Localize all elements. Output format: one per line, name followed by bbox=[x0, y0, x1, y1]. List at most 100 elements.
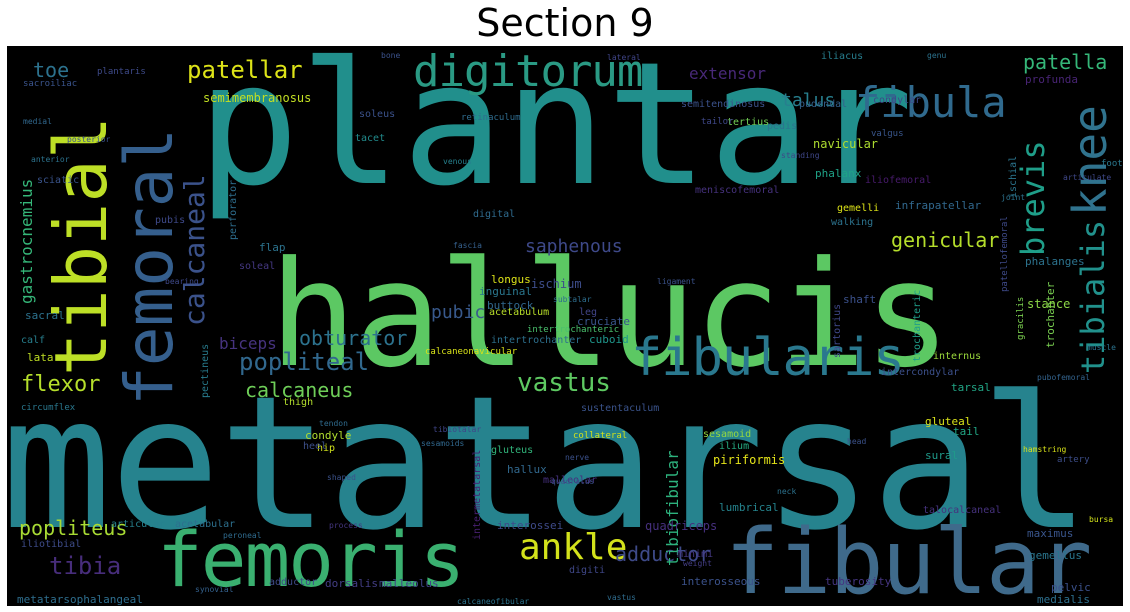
word-bone: bone bbox=[381, 51, 401, 60]
word-patellofemoral: patellofemoral bbox=[1000, 216, 1010, 292]
word-ischial: ischial bbox=[1008, 155, 1019, 198]
word-adductor-small: adductor bbox=[269, 577, 318, 588]
word-metatarsophalangeal: metatarsophalangeal bbox=[17, 593, 143, 606]
word-popliteus: popliteus bbox=[19, 516, 128, 540]
word-flap: flap bbox=[259, 241, 286, 254]
word-pedis: pedis bbox=[767, 121, 798, 132]
word-infrapatellar: infrapatellar bbox=[895, 199, 982, 212]
word-patella: patella bbox=[1023, 50, 1108, 74]
word-calcaneofibular: calcaneofibular bbox=[457, 597, 530, 606]
word-femoris: femoris bbox=[157, 515, 465, 604]
word-circumflex: circumflex bbox=[21, 403, 76, 413]
word-sacral: sacral bbox=[25, 309, 65, 322]
word-quadratus: quadratus bbox=[551, 477, 595, 486]
word-intercondylar: intercondylar bbox=[881, 367, 960, 378]
word-gemellus: gemellus bbox=[1029, 549, 1082, 562]
word-malleolus: malleolus bbox=[379, 577, 439, 590]
word-popliteal: popliteal bbox=[239, 348, 370, 376]
word-process: process bbox=[329, 521, 363, 530]
word-peroneal: peroneal bbox=[223, 531, 262, 540]
word-joint: joint bbox=[1001, 193, 1026, 202]
word-gracilis: gracilis bbox=[1016, 296, 1026, 340]
word-metatarsal: metatarsal bbox=[7, 357, 1091, 571]
word-lateral: lateral bbox=[607, 53, 641, 62]
word-acetabulum: acetabulum bbox=[489, 307, 550, 318]
word-interosseous: interosseous bbox=[681, 575, 761, 588]
word-standing: standing bbox=[781, 151, 820, 160]
word-pubic: pubic bbox=[431, 302, 486, 323]
word-semitendinosus: semitendinosus bbox=[681, 99, 766, 110]
word-ankle: ankle bbox=[519, 527, 628, 568]
word-posterior: posterior bbox=[67, 135, 111, 144]
word-sacroiliac: sacroiliac bbox=[23, 79, 78, 89]
word-subtalar: subtalar bbox=[553, 295, 592, 304]
word-condylar: condylar bbox=[873, 95, 922, 106]
word-tarsal: tarsal bbox=[951, 381, 991, 394]
word-inguinal: inguinal bbox=[479, 285, 532, 298]
word-vastus: vastus bbox=[517, 368, 611, 398]
word-patellar: patellar bbox=[187, 56, 303, 84]
word-foot: foot bbox=[1101, 159, 1123, 169]
word-piriformis: piriformis bbox=[713, 453, 786, 467]
word-cruciate: cruciate bbox=[577, 315, 630, 328]
word-phalanx: phalanx bbox=[815, 167, 862, 180]
word-talus: talus bbox=[781, 90, 836, 111]
word-gastrocnemius: gastrocnemius bbox=[17, 178, 36, 304]
word-soleus: soleus bbox=[359, 109, 396, 120]
word-pubis: pubis bbox=[155, 215, 186, 226]
word-retinaculum: retinaculum bbox=[461, 113, 521, 123]
word-talocalcaneal: talocalcaneal bbox=[923, 505, 1002, 516]
word-iliofemoral: iliofemoral bbox=[865, 175, 932, 186]
word-intertrochanter: intertrochanter bbox=[491, 335, 582, 346]
word-tail: tail bbox=[953, 425, 980, 438]
word-genicular: genicular bbox=[891, 228, 1000, 252]
word-pectineus: pectineus bbox=[200, 343, 211, 398]
word-cuboid: cuboid bbox=[589, 333, 629, 346]
word-extensor: extensor bbox=[689, 64, 767, 83]
word-navicular: navicular bbox=[813, 137, 879, 151]
word-sciatic: sciatic bbox=[37, 175, 80, 186]
word-calcaneus: calcaneus bbox=[245, 378, 354, 402]
word-bearing: bearing bbox=[165, 277, 199, 286]
word-femoral: femoral bbox=[111, 127, 188, 406]
word-tailor: tailor bbox=[701, 117, 734, 127]
word-acetabular: acetabular bbox=[175, 519, 236, 530]
word-tibia: tibia bbox=[49, 552, 122, 580]
word-heel: heel bbox=[303, 441, 328, 452]
word-tibiotalar: tibiotalar bbox=[433, 425, 482, 434]
word-leg: leg bbox=[579, 307, 598, 318]
word-digital: digital bbox=[473, 209, 516, 220]
word-perforator: perforator bbox=[228, 179, 239, 240]
word-soleal: soleal bbox=[239, 261, 276, 272]
word-anterior: anterior bbox=[31, 155, 70, 164]
word-quadriceps: quadriceps bbox=[645, 519, 718, 533]
word-ilium: ilium bbox=[719, 441, 750, 452]
word-internus: internus bbox=[933, 351, 982, 362]
word-digiti: digiti bbox=[569, 565, 606, 576]
word-tertius: tertius bbox=[727, 117, 770, 128]
word-valgus: valgus bbox=[871, 129, 904, 139]
word-bursa: bursa bbox=[1089, 515, 1114, 524]
word-weight: weight bbox=[683, 559, 712, 568]
word-medial: medial bbox=[23, 117, 52, 126]
word-fibula: fibula bbox=[855, 78, 1007, 127]
word-sartorius: sartorius bbox=[832, 303, 843, 358]
word-lata: lata bbox=[27, 351, 54, 364]
word-fibular: fibular bbox=[725, 510, 1092, 607]
word-adductor: adductor bbox=[615, 542, 712, 566]
word-hip: hip bbox=[317, 443, 336, 454]
word-iliacus: iliacus bbox=[821, 51, 864, 62]
word-biceps: biceps bbox=[219, 334, 277, 353]
word-calcaneonavicular: calcaneonavicular bbox=[425, 347, 518, 357]
word-hallucis: hallucis bbox=[269, 230, 951, 400]
word-pubofemoral: pubofemoral bbox=[1037, 373, 1090, 382]
word-calcaneal: calcaneal bbox=[178, 174, 211, 326]
word-plantaris: plantaris bbox=[97, 67, 146, 77]
word-trochanteric: trochanteric bbox=[912, 289, 923, 362]
word-head: head bbox=[847, 437, 867, 446]
word-articulate: articulate bbox=[1063, 173, 1112, 182]
word-vastus-small: vastus bbox=[607, 593, 636, 602]
word-medialis: medialis bbox=[1037, 593, 1090, 606]
word-plantar: plantar bbox=[197, 46, 914, 224]
word-ligament: ligament bbox=[657, 277, 696, 286]
